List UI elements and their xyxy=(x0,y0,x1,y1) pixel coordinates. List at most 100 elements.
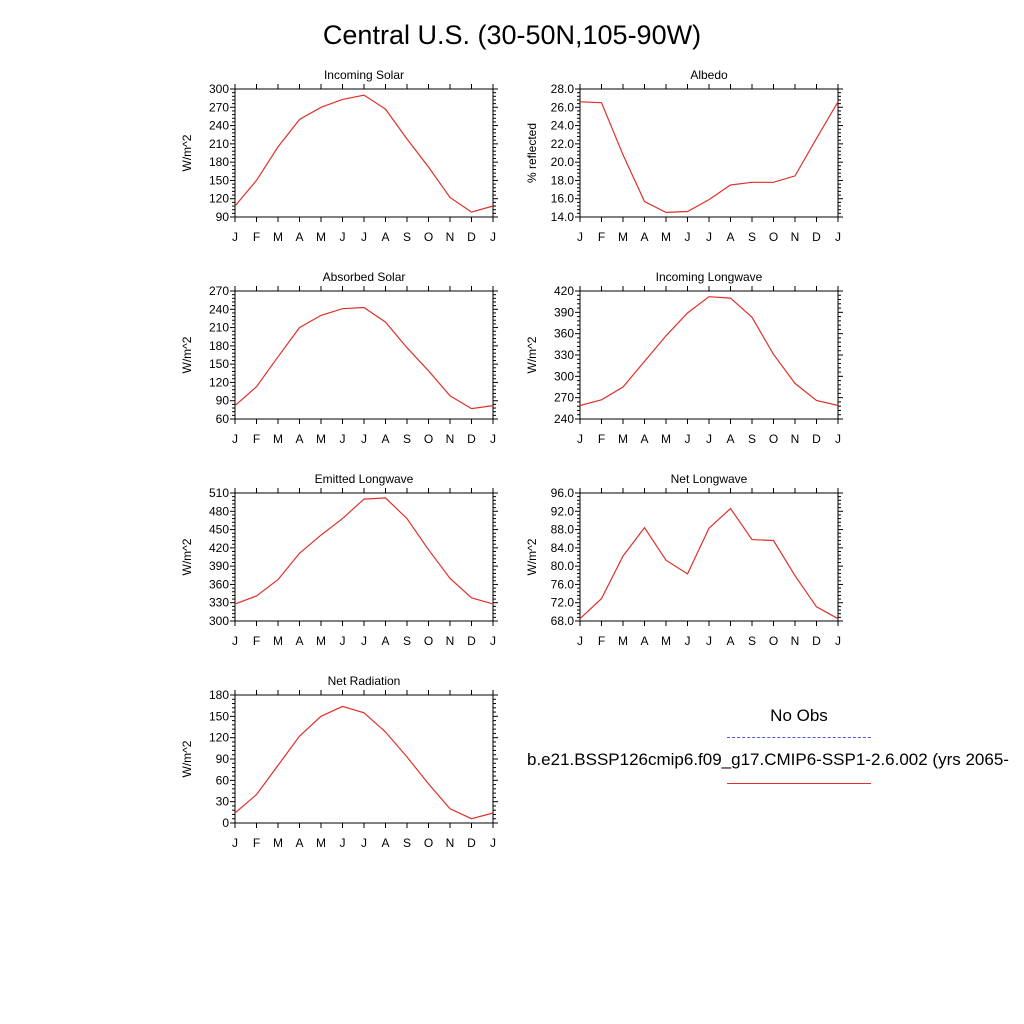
incoming-solar-xtick-label: J xyxy=(340,230,346,244)
net-radiation-ytick-label: 0 xyxy=(222,816,229,830)
absorbed-solar-ytick-label: 150 xyxy=(209,357,229,371)
net-longwave-xtick-label: M xyxy=(661,634,671,648)
emitted-longwave-ytick-label: 300 xyxy=(209,614,229,628)
net-longwave-ylabel: W/m^2 xyxy=(525,538,539,575)
incoming-solar-ytick-label: 240 xyxy=(209,119,229,133)
absorbed-solar-series-line xyxy=(234,306,494,410)
net-longwave-xtick-label: J xyxy=(835,634,841,648)
emitted-longwave-ytick-label: 510 xyxy=(209,486,229,500)
incoming-longwave-xtick-label: M xyxy=(661,432,671,446)
albedo-xtick-label: N xyxy=(791,230,800,244)
net-radiation-title: Net Radiation xyxy=(328,674,401,688)
net-longwave-frame xyxy=(579,492,839,622)
emitted-longwave-xtick-label: N xyxy=(446,634,455,648)
net-radiation-series-line xyxy=(234,705,494,820)
absorbed-solar-xtick-label: J xyxy=(490,432,496,446)
albedo-xtick-label: M xyxy=(661,230,671,244)
net-radiation-xtick-label: O xyxy=(424,836,433,850)
incoming-solar-xtick-label: A xyxy=(295,230,303,244)
net-longwave-xtick-label: A xyxy=(726,634,734,648)
incoming-solar-ytick-label: 300 xyxy=(209,82,229,96)
net-radiation-ytick-label: 120 xyxy=(209,731,229,745)
absorbed-solar-xtick-label: O xyxy=(424,432,433,446)
net-radiation-xtick-label: J xyxy=(340,836,346,850)
net-longwave-series-line xyxy=(579,507,839,620)
net-longwave-ytick-label: 84.0 xyxy=(551,541,575,555)
incoming-solar-ytick-label: 150 xyxy=(209,173,229,187)
absorbed-solar-ytick-label: 270 xyxy=(209,284,229,298)
emitted-longwave-xtick-label: D xyxy=(467,634,476,648)
emitted-longwave-xtick-label: A xyxy=(295,634,303,648)
incoming-longwave-xtick-label: D xyxy=(812,432,821,446)
emitted-longwave-ytick-label: 420 xyxy=(209,541,229,555)
albedo-xtick-label: A xyxy=(726,230,734,244)
emitted-longwave-series-line xyxy=(234,497,494,605)
incoming-longwave-ytick-label: 270 xyxy=(554,391,574,405)
absorbed-solar-xtick-label: N xyxy=(446,432,455,446)
emitted-longwave-xtick-label: J xyxy=(232,634,238,648)
absorbed-solar-xtick-label: J xyxy=(232,432,238,446)
emitted-longwave-xtick-label: M xyxy=(273,634,283,648)
net-radiation-ytick-label: 150 xyxy=(209,709,229,723)
net-radiation-xtick-label: J xyxy=(361,836,367,850)
net-radiation-xtick-label: S xyxy=(403,836,411,850)
absorbed-solar-ytick-label: 90 xyxy=(216,394,230,408)
net-longwave-xtick-label: D xyxy=(812,634,821,648)
albedo-xtick-label: D xyxy=(812,230,821,244)
incoming-solar-panel: Incoming Solar W/m^2 90 120 150 180 210 240 270 3… xyxy=(180,68,498,244)
absorbed-solar-xtick-label: D xyxy=(467,432,476,446)
incoming-solar-xtick-label: D xyxy=(467,230,476,244)
incoming-longwave-xtick-label: A xyxy=(726,432,734,446)
net-radiation-ytick-label: 60 xyxy=(216,773,230,787)
incoming-longwave-ytick-label: 300 xyxy=(554,369,574,383)
albedo-ytick-label: 24.0 xyxy=(551,119,575,133)
net-longwave-xtick-label: J xyxy=(685,634,691,648)
net-longwave-xtick-label: S xyxy=(748,634,756,648)
absorbed-solar-panel: Absorbed Solar W/m^2 60 90 120 150 180 210 240 27… xyxy=(180,270,498,446)
incoming-solar-title: Incoming Solar xyxy=(324,68,404,82)
incoming-solar-series-line xyxy=(234,94,494,213)
incoming-longwave-panel: Incoming Longwave W/m^2 240 270 300 330 360 390… xyxy=(525,270,843,446)
albedo-xtick-label: M xyxy=(618,230,628,244)
net-radiation-xtick-label: A xyxy=(381,836,389,850)
absorbed-solar-xtick-label: A xyxy=(295,432,303,446)
incoming-longwave-xtick-label: J xyxy=(685,432,691,446)
albedo-xtick-label: F xyxy=(598,230,605,244)
incoming-longwave-frame xyxy=(579,290,839,420)
albedo-ytick-label: 14.0 xyxy=(551,210,575,224)
albedo-ytick-label: 20.0 xyxy=(551,155,575,169)
net-radiation-xtick-label: F xyxy=(253,836,260,850)
absorbed-solar-xtick-label: J xyxy=(361,432,367,446)
incoming-longwave-xtick-label: S xyxy=(748,432,756,446)
incoming-solar-xtick-label: O xyxy=(424,230,433,244)
incoming-longwave-xtick-label: N xyxy=(791,432,800,446)
emitted-longwave-ytick-label: 360 xyxy=(209,577,229,591)
net-radiation-ytick-label: 30 xyxy=(216,795,230,809)
incoming-longwave-series-line xyxy=(579,296,839,407)
incoming-longwave-ylabel: W/m^2 xyxy=(525,336,539,373)
absorbed-solar-xtick-label: M xyxy=(316,432,326,446)
incoming-longwave-ytick-label: 240 xyxy=(554,412,574,426)
incoming-longwave-ytick-label: 330 xyxy=(554,348,574,362)
incoming-solar-ytick-label: 210 xyxy=(209,137,229,151)
albedo-xtick-label: J xyxy=(577,230,583,244)
net-longwave-ytick-label: 80.0 xyxy=(551,559,575,573)
emitted-longwave-xtick-label: O xyxy=(424,634,433,648)
incoming-solar-xtick-label: J xyxy=(361,230,367,244)
absorbed-solar-ytick-label: 120 xyxy=(209,375,229,389)
albedo-ytick-label: 22.0 xyxy=(551,137,575,151)
net-radiation-xtick-label: M xyxy=(273,836,283,850)
albedo-frame xyxy=(579,88,839,218)
albedo-xtick-label: O xyxy=(769,230,778,244)
net-radiation-ylabel: W/m^2 xyxy=(180,740,194,777)
net-longwave-xtick-label: M xyxy=(618,634,628,648)
absorbed-solar-ylabel: W/m^2 xyxy=(180,336,194,373)
net-longwave-ytick-label: 88.0 xyxy=(551,523,575,537)
absorbed-solar-title: Absorbed Solar xyxy=(323,270,406,284)
incoming-longwave-xtick-label: J xyxy=(577,432,583,446)
albedo-xtick-label: J xyxy=(685,230,691,244)
incoming-longwave-title: Incoming Longwave xyxy=(656,270,763,284)
incoming-solar-ytick-label: 180 xyxy=(209,155,229,169)
absorbed-solar-xtick-label: A xyxy=(381,432,389,446)
net-radiation-xtick-label: J xyxy=(490,836,496,850)
